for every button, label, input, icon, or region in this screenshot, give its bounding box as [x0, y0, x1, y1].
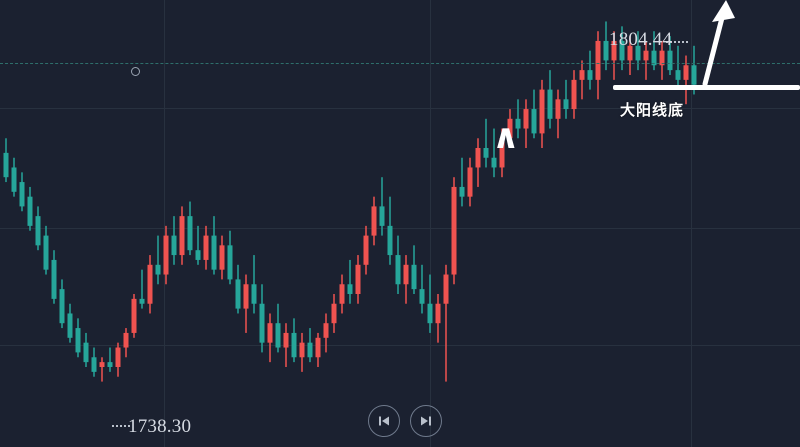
chevron-up-marker: ∧ — [492, 117, 520, 157]
high-price-leader-dots — [666, 41, 688, 43]
skip-start-icon — [379, 416, 389, 426]
support-line-annotation — [613, 85, 800, 90]
playback-controls — [368, 405, 442, 437]
skip-end-icon — [421, 416, 431, 426]
high-price-label: 1804.44 — [609, 29, 673, 50]
big-bullish-candle-bottom-note: 大阳线底 — [620, 101, 685, 119]
price-reference-marker-dot[interactable] — [131, 67, 140, 76]
low-price-label: 1738.30 — [128, 416, 192, 437]
low-price-leader-dots — [112, 425, 130, 427]
skip-to-end-button[interactable] — [410, 405, 442, 437]
up-arrow-annotation — [702, 0, 735, 87]
skip-to-start-button[interactable] — [368, 405, 400, 437]
